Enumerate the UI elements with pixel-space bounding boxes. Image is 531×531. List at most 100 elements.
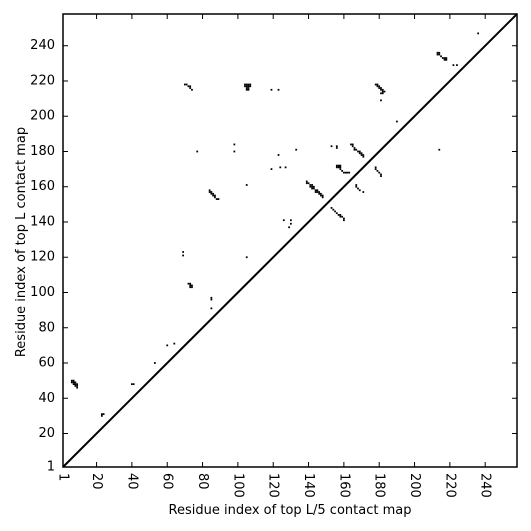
contact-point bbox=[191, 284, 193, 287]
contact-point bbox=[189, 85, 192, 88]
contact-point bbox=[355, 185, 358, 188]
contact-point bbox=[210, 191, 213, 193]
contact-point bbox=[191, 88, 193, 91]
x-tick-label: 60 bbox=[160, 473, 175, 490]
contact-point bbox=[191, 286, 193, 289]
contact-point bbox=[196, 150, 199, 153]
contact-point bbox=[210, 192, 213, 195]
contact-point bbox=[309, 185, 312, 188]
contact-point bbox=[314, 191, 317, 193]
contact-point bbox=[350, 143, 352, 146]
contact-point bbox=[383, 90, 386, 93]
contact-point bbox=[362, 154, 365, 156]
contact-point bbox=[100, 415, 103, 417]
contact-point bbox=[182, 254, 185, 257]
contact-point bbox=[339, 164, 342, 167]
contact-point bbox=[208, 189, 211, 192]
contact-point bbox=[244, 83, 246, 86]
x-axis-label: Residue index of top L/5 contact map bbox=[169, 503, 412, 518]
x-tick-label: 220 bbox=[442, 473, 457, 498]
contact-point bbox=[376, 169, 379, 172]
contact-point bbox=[307, 182, 310, 185]
contact-point bbox=[348, 171, 351, 174]
contact-point bbox=[339, 215, 342, 218]
contact-point bbox=[270, 88, 273, 91]
contact-point bbox=[245, 83, 248, 86]
contact-point bbox=[378, 85, 381, 88]
contact-point bbox=[380, 87, 382, 89]
y-tick-label: 100 bbox=[30, 285, 55, 300]
contact-point bbox=[374, 83, 377, 86]
contact-point bbox=[335, 147, 338, 149]
contact-point bbox=[76, 383, 79, 386]
contact-point bbox=[380, 88, 382, 91]
x-tick-label: 40 bbox=[124, 473, 139, 490]
contact-point bbox=[249, 85, 252, 88]
contact-point bbox=[344, 171, 347, 174]
contact-point bbox=[438, 148, 441, 151]
contact-point bbox=[311, 187, 313, 190]
y-axis-label: Residue index of top L contact map bbox=[14, 127, 29, 357]
contact-point bbox=[247, 85, 250, 88]
contact-point bbox=[337, 164, 340, 167]
contact-point bbox=[341, 215, 343, 218]
contact-point bbox=[346, 171, 349, 174]
contact-point bbox=[335, 145, 338, 148]
contact-point bbox=[305, 180, 308, 183]
contact-point bbox=[153, 362, 156, 364]
contact-point bbox=[335, 166, 338, 169]
contact-point bbox=[445, 58, 448, 61]
y-tick-label: 180 bbox=[30, 144, 55, 159]
contact-point bbox=[210, 307, 213, 310]
diagonal-line bbox=[62, 13, 518, 468]
contact-point bbox=[185, 83, 188, 86]
contact-point bbox=[245, 256, 248, 259]
contact-point bbox=[277, 88, 280, 91]
contact-point bbox=[100, 413, 103, 415]
contact-point bbox=[436, 51, 439, 54]
contact-point bbox=[210, 298, 213, 301]
contact-point bbox=[355, 148, 358, 151]
contact-point bbox=[189, 284, 192, 287]
x-tick-label: 20 bbox=[89, 473, 104, 490]
contact-point bbox=[70, 381, 73, 384]
contact-point bbox=[76, 385, 79, 387]
contact-point bbox=[72, 381, 75, 384]
contact-point bbox=[72, 379, 75, 382]
contact-point bbox=[339, 214, 342, 216]
contact-point bbox=[189, 87, 192, 89]
contact-point bbox=[351, 143, 354, 146]
contact-point bbox=[245, 87, 248, 89]
contact-point bbox=[452, 64, 455, 66]
contact-point bbox=[339, 168, 342, 170]
contact-point bbox=[245, 85, 248, 88]
contact-point bbox=[305, 182, 308, 185]
contact-point bbox=[187, 85, 190, 88]
y-tick-label: 80 bbox=[38, 320, 55, 335]
contact-point bbox=[131, 383, 133, 386]
contact-point bbox=[351, 145, 354, 148]
contact-point bbox=[358, 189, 361, 192]
contact-point bbox=[381, 88, 384, 91]
plot-frame bbox=[62, 13, 518, 468]
contact-point bbox=[214, 194, 216, 197]
contact-point bbox=[335, 164, 338, 167]
contact-point bbox=[189, 286, 192, 289]
contact-point bbox=[277, 154, 280, 156]
contact-point bbox=[355, 184, 358, 186]
x-tick-label: 100 bbox=[230, 473, 245, 498]
contact-point bbox=[70, 379, 73, 382]
contact-point bbox=[290, 219, 292, 222]
contact-point bbox=[395, 120, 398, 123]
x-tick-label: 1 bbox=[56, 473, 71, 481]
contact-point bbox=[187, 282, 190, 285]
contact-point bbox=[374, 168, 377, 170]
y-tick-label: 200 bbox=[30, 109, 55, 124]
contact-point bbox=[358, 150, 361, 153]
contact-point bbox=[343, 217, 345, 220]
contact-point bbox=[184, 83, 186, 86]
contact-point bbox=[210, 296, 213, 299]
y-tick-label: 60 bbox=[38, 356, 55, 371]
contact-point bbox=[339, 166, 342, 169]
contact-point bbox=[279, 166, 282, 169]
